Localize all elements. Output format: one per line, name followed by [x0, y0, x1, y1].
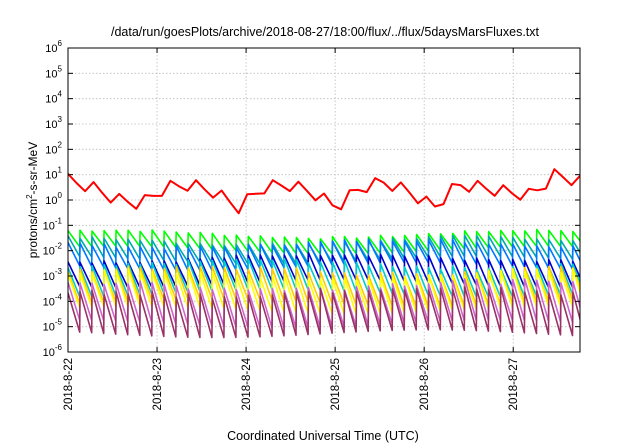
y-tick-label: 106: [45, 39, 62, 55]
y-tick-base: 10: [43, 347, 55, 359]
y-axis-label: protons/cm2-s-sr-MeV: [25, 142, 40, 258]
y-axis-label-sup: 2: [25, 194, 34, 199]
y-tick-base: 10: [45, 119, 57, 131]
x-tick-label: 2018-8-25: [330, 358, 342, 410]
y-tick-label: 10-3: [43, 267, 63, 283]
y-tick-exponent: 6: [58, 39, 63, 48]
x-tick-label: 2018-8-26: [419, 358, 431, 410]
y-tick-label: 105: [45, 64, 62, 80]
y-tick-exponent: -5: [55, 318, 63, 327]
y-tick-exponent: 5: [58, 64, 63, 73]
series-line: [68, 238, 580, 272]
series-line: [68, 228, 580, 255]
y-tick-label: 10-5: [43, 318, 63, 334]
y-tick-exponent: -6: [55, 343, 63, 352]
y-tick-base: 10: [45, 68, 57, 80]
y-tick-base: 10: [45, 170, 57, 182]
y-tick-label: 10-1: [43, 216, 63, 232]
y-tick-base: 10: [43, 220, 55, 232]
y-tick-label: 100: [45, 191, 62, 207]
y-tick-label: 10-2: [43, 242, 63, 258]
x-tick-label: 2018-8-27: [508, 358, 520, 410]
y-tick-base: 10: [43, 322, 55, 334]
grid-lines: [68, 48, 580, 352]
y-tick-label: 10-4: [43, 292, 63, 308]
y-tick-base: 10: [45, 43, 57, 55]
y-tick-base: 10: [45, 144, 57, 156]
y-tick-label: 101: [45, 166, 62, 182]
y-axis-label-rest: -s-sr-MeV: [26, 142, 40, 195]
y-tick-exponent: -2: [55, 242, 63, 251]
y-tick-label: 102: [45, 140, 62, 156]
series-layer: [68, 168, 580, 339]
y-tick-exponent: 4: [58, 90, 63, 99]
y-axis-label-main: protons/cm: [26, 199, 40, 258]
x-tick-label: 2018-8-23: [152, 358, 164, 410]
y-tick-exponent: 0: [58, 191, 63, 200]
y-tick-base: 10: [45, 195, 57, 207]
chart-title: /data/run/goesPlots/archive/2018-08-27/1…: [111, 25, 540, 39]
x-tick-label: 2018-8-22: [63, 358, 75, 410]
x-tick-label: 2018-8-24: [241, 357, 253, 410]
y-tick-exponent: 2: [58, 140, 63, 149]
plot-frame: [67, 47, 581, 353]
y-tick-labels: 10-610-510-410-310-210-11001011021031041…: [43, 39, 63, 359]
y-tick-exponent: -1: [55, 216, 63, 225]
y-tick-exponent: -3: [55, 267, 63, 276]
axes: [67, 47, 581, 353]
x-axis-label: Coordinated Universal Time (UTC): [227, 429, 419, 443]
y-tick-exponent: 3: [58, 115, 63, 124]
y-tick-base: 10: [43, 246, 55, 258]
y-tick-base: 10: [45, 94, 57, 106]
y-tick-base: 10: [43, 296, 55, 308]
x-tick-labels: 2018-8-22 2018-8-23 2018-8-24 2018-8-25 2018…: [63, 357, 520, 410]
y-tick-exponent: -4: [55, 292, 63, 301]
series-line: [68, 257, 580, 298]
y-tick-exponent: 1: [58, 166, 63, 175]
series-line: [68, 251, 580, 289]
series-line: [68, 267, 580, 315]
y-tick-label: 103: [45, 115, 62, 131]
y-tick-base: 10: [43, 271, 55, 283]
y-tick-label: 104: [45, 90, 62, 106]
series-line: [68, 168, 580, 215]
series-line: [68, 285, 580, 339]
y-tick-label: 10-6: [43, 343, 63, 359]
